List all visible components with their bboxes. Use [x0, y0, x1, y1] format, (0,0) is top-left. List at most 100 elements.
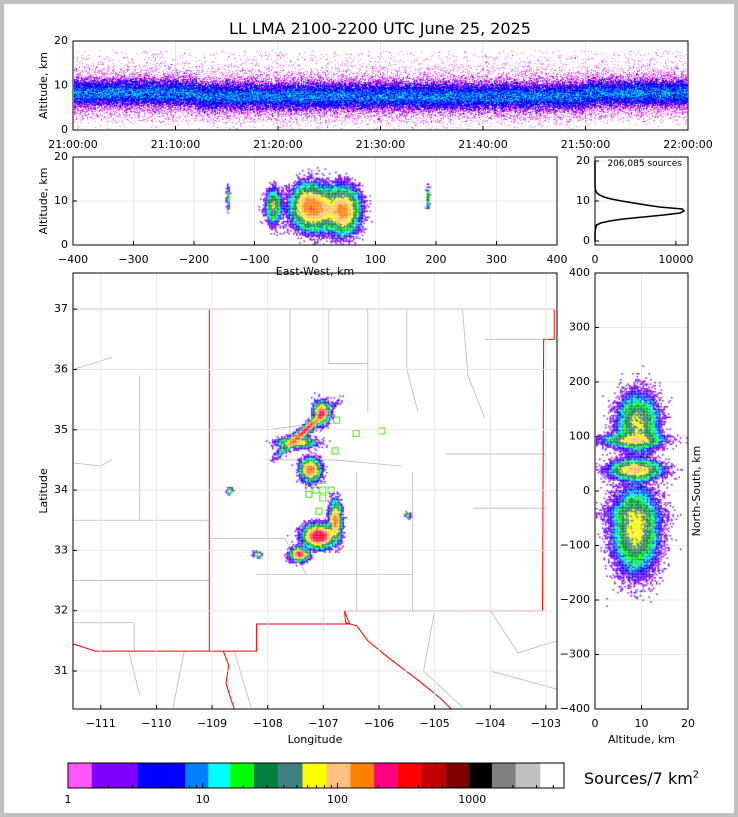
y-tick-label: 37 [54, 302, 68, 315]
colorbar-tick-label: 10 [196, 793, 210, 806]
x-tick-label: −300 [118, 253, 148, 266]
colorbar-swatch [445, 763, 470, 788]
time-height-density [74, 42, 688, 130]
colorbar-title: Sources/7 km2 [584, 769, 699, 788]
colorbar-swatch [91, 763, 139, 788]
x-tick-label: 0 [312, 253, 319, 266]
colorbar-swatch [277, 763, 303, 788]
colorbar-swatch [421, 763, 446, 788]
colorbar-label-sup: 2 [692, 769, 700, 781]
y-tick-label: −100 [560, 539, 590, 552]
east-west-density [74, 158, 557, 245]
axes-frame [72, 272, 558, 710]
y-tick-label: 400 [569, 266, 590, 279]
x-axis-label: Altitude, km [608, 733, 675, 746]
colorbar-swatch [468, 763, 493, 788]
x-tick-label: 100 [365, 253, 386, 266]
figure-svg: LL LMA 2100-2200 UTC June 25, 2025 21:00… [37, 19, 713, 806]
x-tick-label: 10 [635, 717, 649, 730]
axes-frame [594, 272, 689, 710]
y-tick-label: 0 [583, 234, 590, 247]
y-tick-label: −400 [560, 702, 590, 715]
x-tick-label: 21:40:00 [458, 138, 507, 151]
colorbar-swatch [540, 763, 565, 788]
y-tick-label: 10 [54, 194, 68, 207]
x-tick-label: −100 [239, 253, 269, 266]
x-tick-label: −111 [86, 717, 116, 730]
x-tick-label: −108 [253, 717, 283, 730]
y-tick-label: 36 [54, 362, 68, 375]
lma-figure: LL LMA 2100-2200 UTC June 25, 2025 21:00… [4, 4, 734, 813]
colorbar-swatch [208, 763, 231, 788]
y-tick-label: 200 [569, 375, 590, 388]
y-axis-label: North-South, km [690, 446, 703, 537]
x-tick-label: 21:20:00 [253, 138, 302, 151]
altitude-histogram-line [594, 161, 686, 241]
x-tick-label: 10000 [658, 253, 693, 266]
x-tick-label: −400 [58, 253, 88, 266]
x-tick-label: 21:50:00 [561, 138, 610, 151]
y-tick-label: 300 [569, 321, 590, 334]
y-axis-label: Latitude [37, 468, 50, 514]
y-tick-label: 20 [54, 34, 68, 47]
x-tick-label: 20 [681, 717, 695, 730]
colorbar-swatch [374, 763, 399, 788]
x-axis-label: Longitude [288, 733, 343, 746]
y-tick-label: 20 [54, 150, 68, 163]
y-tick-label: −200 [560, 593, 590, 606]
x-tick-label: −105 [419, 717, 449, 730]
x-tick-label: −106 [364, 717, 394, 730]
x-tick-label: 200 [426, 253, 447, 266]
y-tick-label: −300 [560, 648, 590, 661]
axes-frame [594, 156, 689, 246]
x-tick-label: 21:00:00 [48, 138, 97, 151]
colorbar-frame [67, 762, 565, 789]
colorbar-swatch [302, 763, 328, 788]
figure-title: LL LMA 2100-2200 UTC June 25, 2025 [229, 19, 531, 38]
x-tick-label: −110 [141, 717, 171, 730]
colorbar-swatch [185, 763, 209, 788]
colorbar-swatch [350, 763, 375, 788]
y-tick-label: 20 [576, 154, 590, 167]
y-tick-label: 35 [54, 423, 68, 436]
x-tick-label: −107 [308, 717, 338, 730]
x-tick-label: 22:00:00 [663, 138, 712, 151]
y-axis-label: Altitude, km [37, 167, 50, 234]
x-tick-label: 21:30:00 [356, 138, 405, 151]
x-tick-label: −109 [197, 717, 227, 730]
x-tick-label: −104 [475, 717, 505, 730]
x-tick-label: 400 [547, 253, 568, 266]
colorbar-swatch [253, 763, 279, 788]
colorbar-swatch [68, 763, 93, 788]
colorbar-swatch [326, 763, 352, 788]
colorbar-swatch [230, 763, 255, 788]
x-tick-label: −200 [179, 253, 209, 266]
colorbar-swatch [137, 763, 186, 788]
x-tick-label: 0 [592, 717, 599, 730]
y-tick-label: 34 [54, 483, 68, 496]
y-tick-label: 0 [583, 484, 590, 497]
y-tick-label: 0 [61, 238, 68, 251]
axes-frame [72, 156, 558, 246]
north-south-density [596, 274, 688, 709]
y-tick-label: 100 [569, 430, 590, 443]
colorbar-swatch [491, 763, 517, 788]
y-tick-label: 0 [61, 123, 68, 136]
plan-view-density [74, 274, 557, 709]
y-tick-label: 10 [54, 79, 68, 92]
y-tick-label: 31 [54, 664, 68, 677]
y-tick-label: 10 [576, 194, 590, 207]
colorbar-tick-label: 1 [65, 793, 72, 806]
x-tick-label: −103 [531, 717, 561, 730]
colorbar-swatch [397, 763, 422, 788]
source-count-label: 206,085 sources [607, 159, 682, 169]
colorbar-tick-label: 100 [327, 793, 348, 806]
x-tick-label: 21:10:00 [151, 138, 200, 151]
y-axis-label: Altitude, km [37, 52, 50, 119]
y-tick-label: 33 [54, 543, 68, 556]
colorbar-label: Sources/7 km [584, 769, 693, 788]
colorbar-tick-label: 1000 [458, 793, 486, 806]
colorbar-swatch [515, 763, 541, 788]
x-tick-label: 0 [592, 253, 599, 266]
axes: 21:00:00 21:10:00 21:20:00 21:30:00 21:40:00… [37, 34, 713, 806]
